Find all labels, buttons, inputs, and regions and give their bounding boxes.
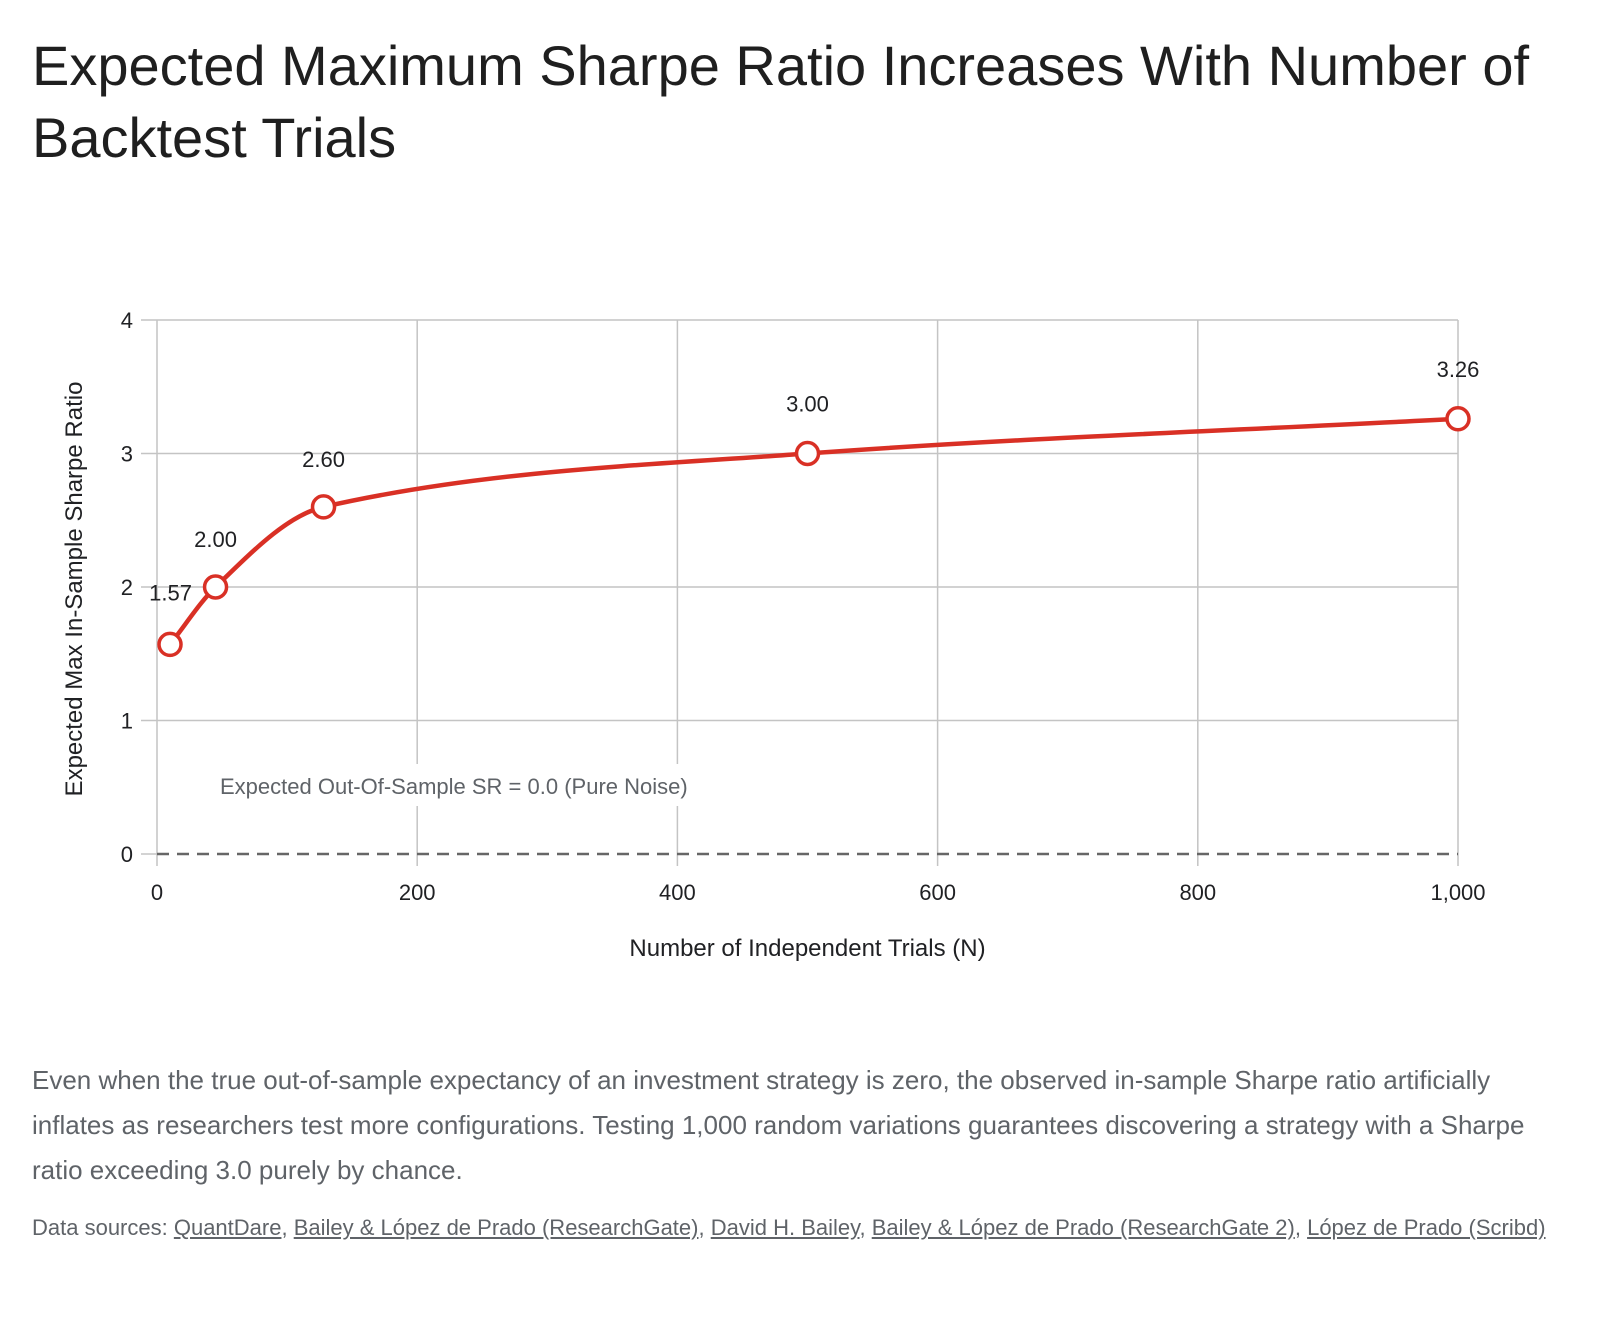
y-axis-title: Expected Max In-Sample Sharpe Ratio (61, 382, 88, 797)
x-tick-label: 600 (919, 880, 956, 905)
data-label: 3.26 (1437, 357, 1480, 382)
data-point (310, 494, 337, 520)
sources-prefix: Data sources: (32, 1215, 174, 1240)
annotations: Expected Out-Of-Sample SR = 0.0 (Pure No… (214, 764, 784, 806)
source-link-researchgate-2[interactable]: Bailey & López de Prado (ResearchGate 2) (871, 1215, 1295, 1240)
axes: 0 1 2 3 4 0 200 400 600 800 1,000 Number of Indepen… (61, 308, 1486, 962)
data-label: 2.00 (194, 527, 237, 552)
y-tick-label: 3 (121, 442, 133, 467)
sources-separator: , (1294, 1215, 1308, 1240)
source-link-quantdare[interactable]: QuantDare (173, 1215, 282, 1240)
data-sources: Data sources: QuantDare, Bailey & López … (32, 1212, 1562, 1244)
data-point (1445, 406, 1471, 432)
chart-area: Expected Out-Of-Sample SR = 0.0 (Pure No… (0, 290, 1600, 1010)
y-tick-label: 1 (121, 709, 133, 734)
x-tick-label: 0 (151, 880, 163, 905)
data-label: 3.00 (786, 392, 829, 417)
y-tick-label: 0 (121, 842, 133, 867)
sources-separator: , (281, 1215, 294, 1240)
line-chart: Expected Out-Of-Sample SR = 0.0 (Pure No… (61, 308, 1486, 962)
data-labels: 1.57 2.00 2.60 3.00 3.26 (149, 357, 1479, 606)
source-link-scribd[interactable]: López de Prado (Scribd) (1307, 1215, 1546, 1240)
series (157, 406, 1471, 658)
data-label: 2.60 (302, 447, 345, 472)
chart-description: Even when the true out-of-sample expecta… (32, 1065, 1525, 1185)
sources-separator: , (859, 1215, 872, 1240)
x-tick-label: 1,000 (1430, 880, 1485, 905)
source-link-researchgate[interactable]: Bailey & López de Prado (ResearchGate) (293, 1215, 699, 1240)
annotation-background (214, 764, 784, 806)
chart-title: Expected Maximum Sharpe Ratio Increases … (32, 34, 1530, 169)
data-point (202, 574, 229, 600)
annotation-label: Expected Out-Of-Sample SR = 0.0 (Pure No… (220, 774, 688, 799)
data-label: 1.57 (149, 580, 192, 605)
x-tick-label: 200 (399, 880, 436, 905)
x-axis-title: Number of Independent Trials (N) (629, 935, 985, 962)
source-link-david-bailey[interactable]: David H. Bailey (710, 1215, 860, 1240)
y-tick-label: 2 (121, 575, 133, 600)
x-tick-label: 800 (1179, 880, 1216, 905)
data-point (157, 631, 183, 658)
data-point (794, 440, 821, 467)
x-tick-label: 400 (659, 880, 696, 905)
y-tick-label: 4 (121, 308, 133, 333)
sources-separator: , (698, 1215, 711, 1240)
